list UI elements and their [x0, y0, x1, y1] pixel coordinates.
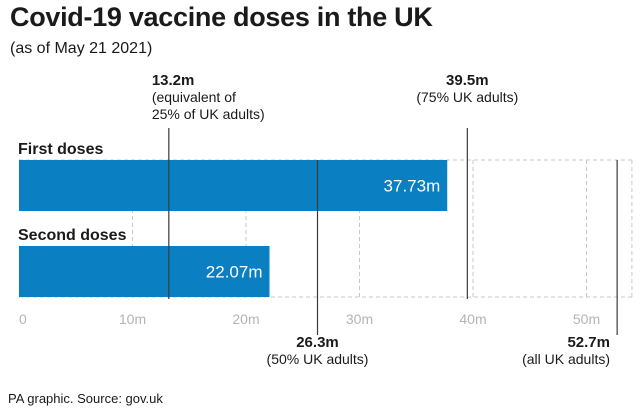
reference-annotation: (all UK adults): [522, 351, 610, 367]
x-tick-label: 50m: [573, 311, 600, 327]
reference-annotation: 13.2m: [152, 72, 195, 89]
category-label: First doses: [18, 141, 103, 158]
reference-annotation: 26.3m: [296, 334, 339, 351]
reference-annotation: 25% of UK adults): [152, 106, 265, 122]
reference-annotation: 39.5m: [446, 72, 489, 89]
reference-annotation: (equivalent of: [152, 89, 236, 105]
reference-annotation: (50% UK adults): [267, 351, 369, 367]
bar-value-label: 22.07m: [206, 263, 263, 282]
reference-annotation: 52.7m: [567, 334, 610, 351]
x-tick-label: 20m: [232, 311, 259, 327]
category-label: Second doses: [18, 227, 127, 244]
source-credit: PA graphic. Source: gov.uk: [8, 391, 163, 406]
bar-1: [19, 246, 270, 297]
x-tick-label: 0: [19, 311, 27, 327]
page-title: Covid-19 vaccine doses in the UK: [10, 2, 433, 32]
bar-0: [19, 160, 448, 211]
x-tick-label: 10m: [119, 311, 146, 327]
x-tick-label: 40m: [459, 311, 486, 327]
page-subtitle: (as of May 21 2021): [10, 40, 153, 57]
bar-value-label: 37.73m: [384, 177, 441, 196]
reference-annotation: (75% UK adults): [416, 89, 518, 105]
x-tick-label: 30m: [346, 311, 373, 327]
